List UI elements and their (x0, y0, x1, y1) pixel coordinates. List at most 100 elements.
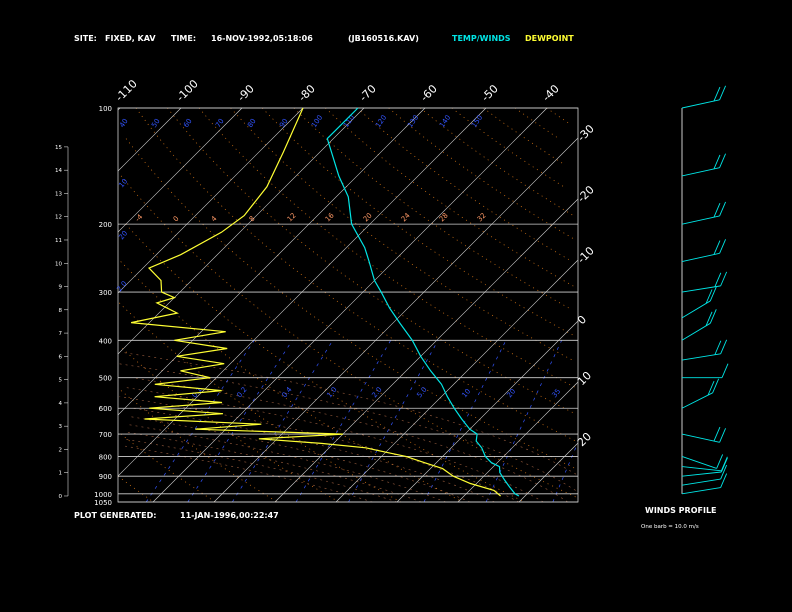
dry-adiabat-label: 50 (150, 117, 162, 129)
isotherm-line (152, 107, 548, 503)
height-tick-label: 5 (59, 378, 63, 384)
height-tick-label: 6 (59, 354, 63, 360)
height-tick-label: 14 (55, 168, 62, 174)
moist-adiabat-label: 32 (476, 211, 488, 223)
site-label: SITE: (74, 34, 97, 43)
mixing-ratio-label: 2.0 (115, 280, 128, 294)
wind-barb (682, 363, 729, 379)
moist-adiabat-label: 24 (400, 211, 412, 223)
isotherm-line (117, 107, 365, 355)
wind-barb-flag (719, 239, 727, 254)
dry-adiabat-line (120, 261, 463, 503)
wind-barb-flag (720, 456, 728, 471)
mixing-ratio-line (295, 340, 392, 503)
isotherm-line (396, 320, 579, 503)
wind-barb-flag (716, 454, 724, 469)
pressure-tick-label: 300 (99, 289, 112, 297)
pressure-tick-label: 800 (99, 453, 112, 461)
mixing-ratio-label: 1.0 (325, 386, 338, 400)
wind-barb (681, 464, 728, 486)
mixing-ratio-label: 20 (505, 387, 517, 399)
wind-barb-flag (720, 339, 728, 354)
wind-barb-staff (681, 99, 720, 109)
wind-barb (681, 339, 728, 361)
moist-adiabat-line (132, 377, 568, 503)
isotherm-line (518, 442, 579, 503)
sounding-series (130, 107, 520, 497)
dry-adiabat-line (120, 433, 216, 503)
height-tick-label: 2 (59, 447, 63, 453)
height-tick-label: 13 (55, 191, 62, 197)
wind-barb-flag (713, 202, 721, 218)
wind-barb-flag (720, 473, 728, 488)
dry-adiabat-label: 90 (278, 117, 290, 129)
pressure-tick-label: 1000 (94, 491, 112, 499)
moist-adiabat-label: 12 (286, 211, 298, 223)
wind-barb (681, 271, 728, 293)
file-value: (JB160516.KAV) (348, 34, 419, 43)
moist-adiabat-line (123, 431, 422, 503)
isotherm-line (117, 107, 243, 233)
pressure-tick-label: 1050 (94, 499, 112, 507)
dry-adiabat-line (120, 390, 278, 503)
wind-barb-staff (681, 167, 720, 177)
wind-barb (681, 456, 728, 472)
wind-barb (681, 473, 728, 495)
height-tick-label: 12 (55, 215, 62, 221)
wind-barb (681, 454, 724, 469)
dewpoint-line (130, 107, 501, 497)
wind-barb-flag (719, 428, 727, 443)
isotherm-right-label: 0 (575, 313, 589, 327)
wind-barb-staff (681, 322, 711, 341)
wind-barb-staff (681, 392, 713, 409)
dry-adiabat-line (325, 107, 575, 287)
isotherm-line (213, 137, 579, 503)
wind-barb-flag (721, 363, 729, 378)
moist-adiabat-label: 8 (248, 215, 257, 224)
moist-adiabat-line (128, 416, 471, 503)
wind-barb-flag (720, 464, 728, 480)
mixing-ratio-line (552, 442, 579, 503)
wind-barb-staff (681, 487, 721, 495)
wind-barb-staff (681, 456, 717, 469)
dry-adiabat-line (483, 107, 565, 165)
moist-adiabat-label: 4 (210, 214, 219, 223)
wind-barb-staff (681, 471, 722, 477)
isotherm-top-label: -110 (113, 77, 140, 104)
dry-adiabat-label: 130 (406, 114, 420, 130)
dry-adiabat-line (514, 107, 560, 139)
mixing-ratio-line (187, 340, 293, 503)
wind-barb-flag (713, 154, 721, 170)
wind-barb-flag (719, 153, 727, 168)
wind-barb-flag (720, 457, 728, 473)
isotherm-line (117, 107, 304, 294)
height-tick-label: 1 (59, 471, 63, 477)
dry-adiabat-line (198, 107, 576, 388)
wind-barb-flag (713, 426, 721, 442)
height-tick-label: 8 (59, 308, 63, 314)
wind-barb (681, 426, 727, 443)
moist-adiabat-line (118, 363, 576, 491)
moist-adiabat-label: 20 (362, 211, 374, 223)
isotherm-line (335, 259, 579, 503)
dry-adiabat-line (230, 107, 573, 361)
mixing-ratio-label: 0.2 (235, 386, 248, 400)
dry-adiabat-line (356, 107, 573, 262)
wind-barb-staff (681, 478, 721, 486)
isotherm-top-label: -60 (418, 82, 440, 104)
height-tick-label: 3 (59, 424, 63, 430)
isotherm-line (117, 107, 426, 416)
wind-barb-flag (719, 201, 727, 217)
mixing-ratio-label: 0.4 (280, 385, 294, 399)
dry-adiabat-label: 140 (438, 114, 452, 130)
wind-barb-staff (681, 285, 721, 293)
moist-adiabat-line (132, 407, 495, 503)
isotherm-lines (117, 107, 579, 503)
chart-frame (117, 107, 579, 503)
wind-barb (681, 239, 727, 262)
height-tick-label: 11 (55, 238, 62, 244)
wind-barb-flag (719, 85, 727, 100)
mixing-ratio-line (423, 340, 507, 503)
pressure-tick-label: 900 (99, 473, 112, 481)
